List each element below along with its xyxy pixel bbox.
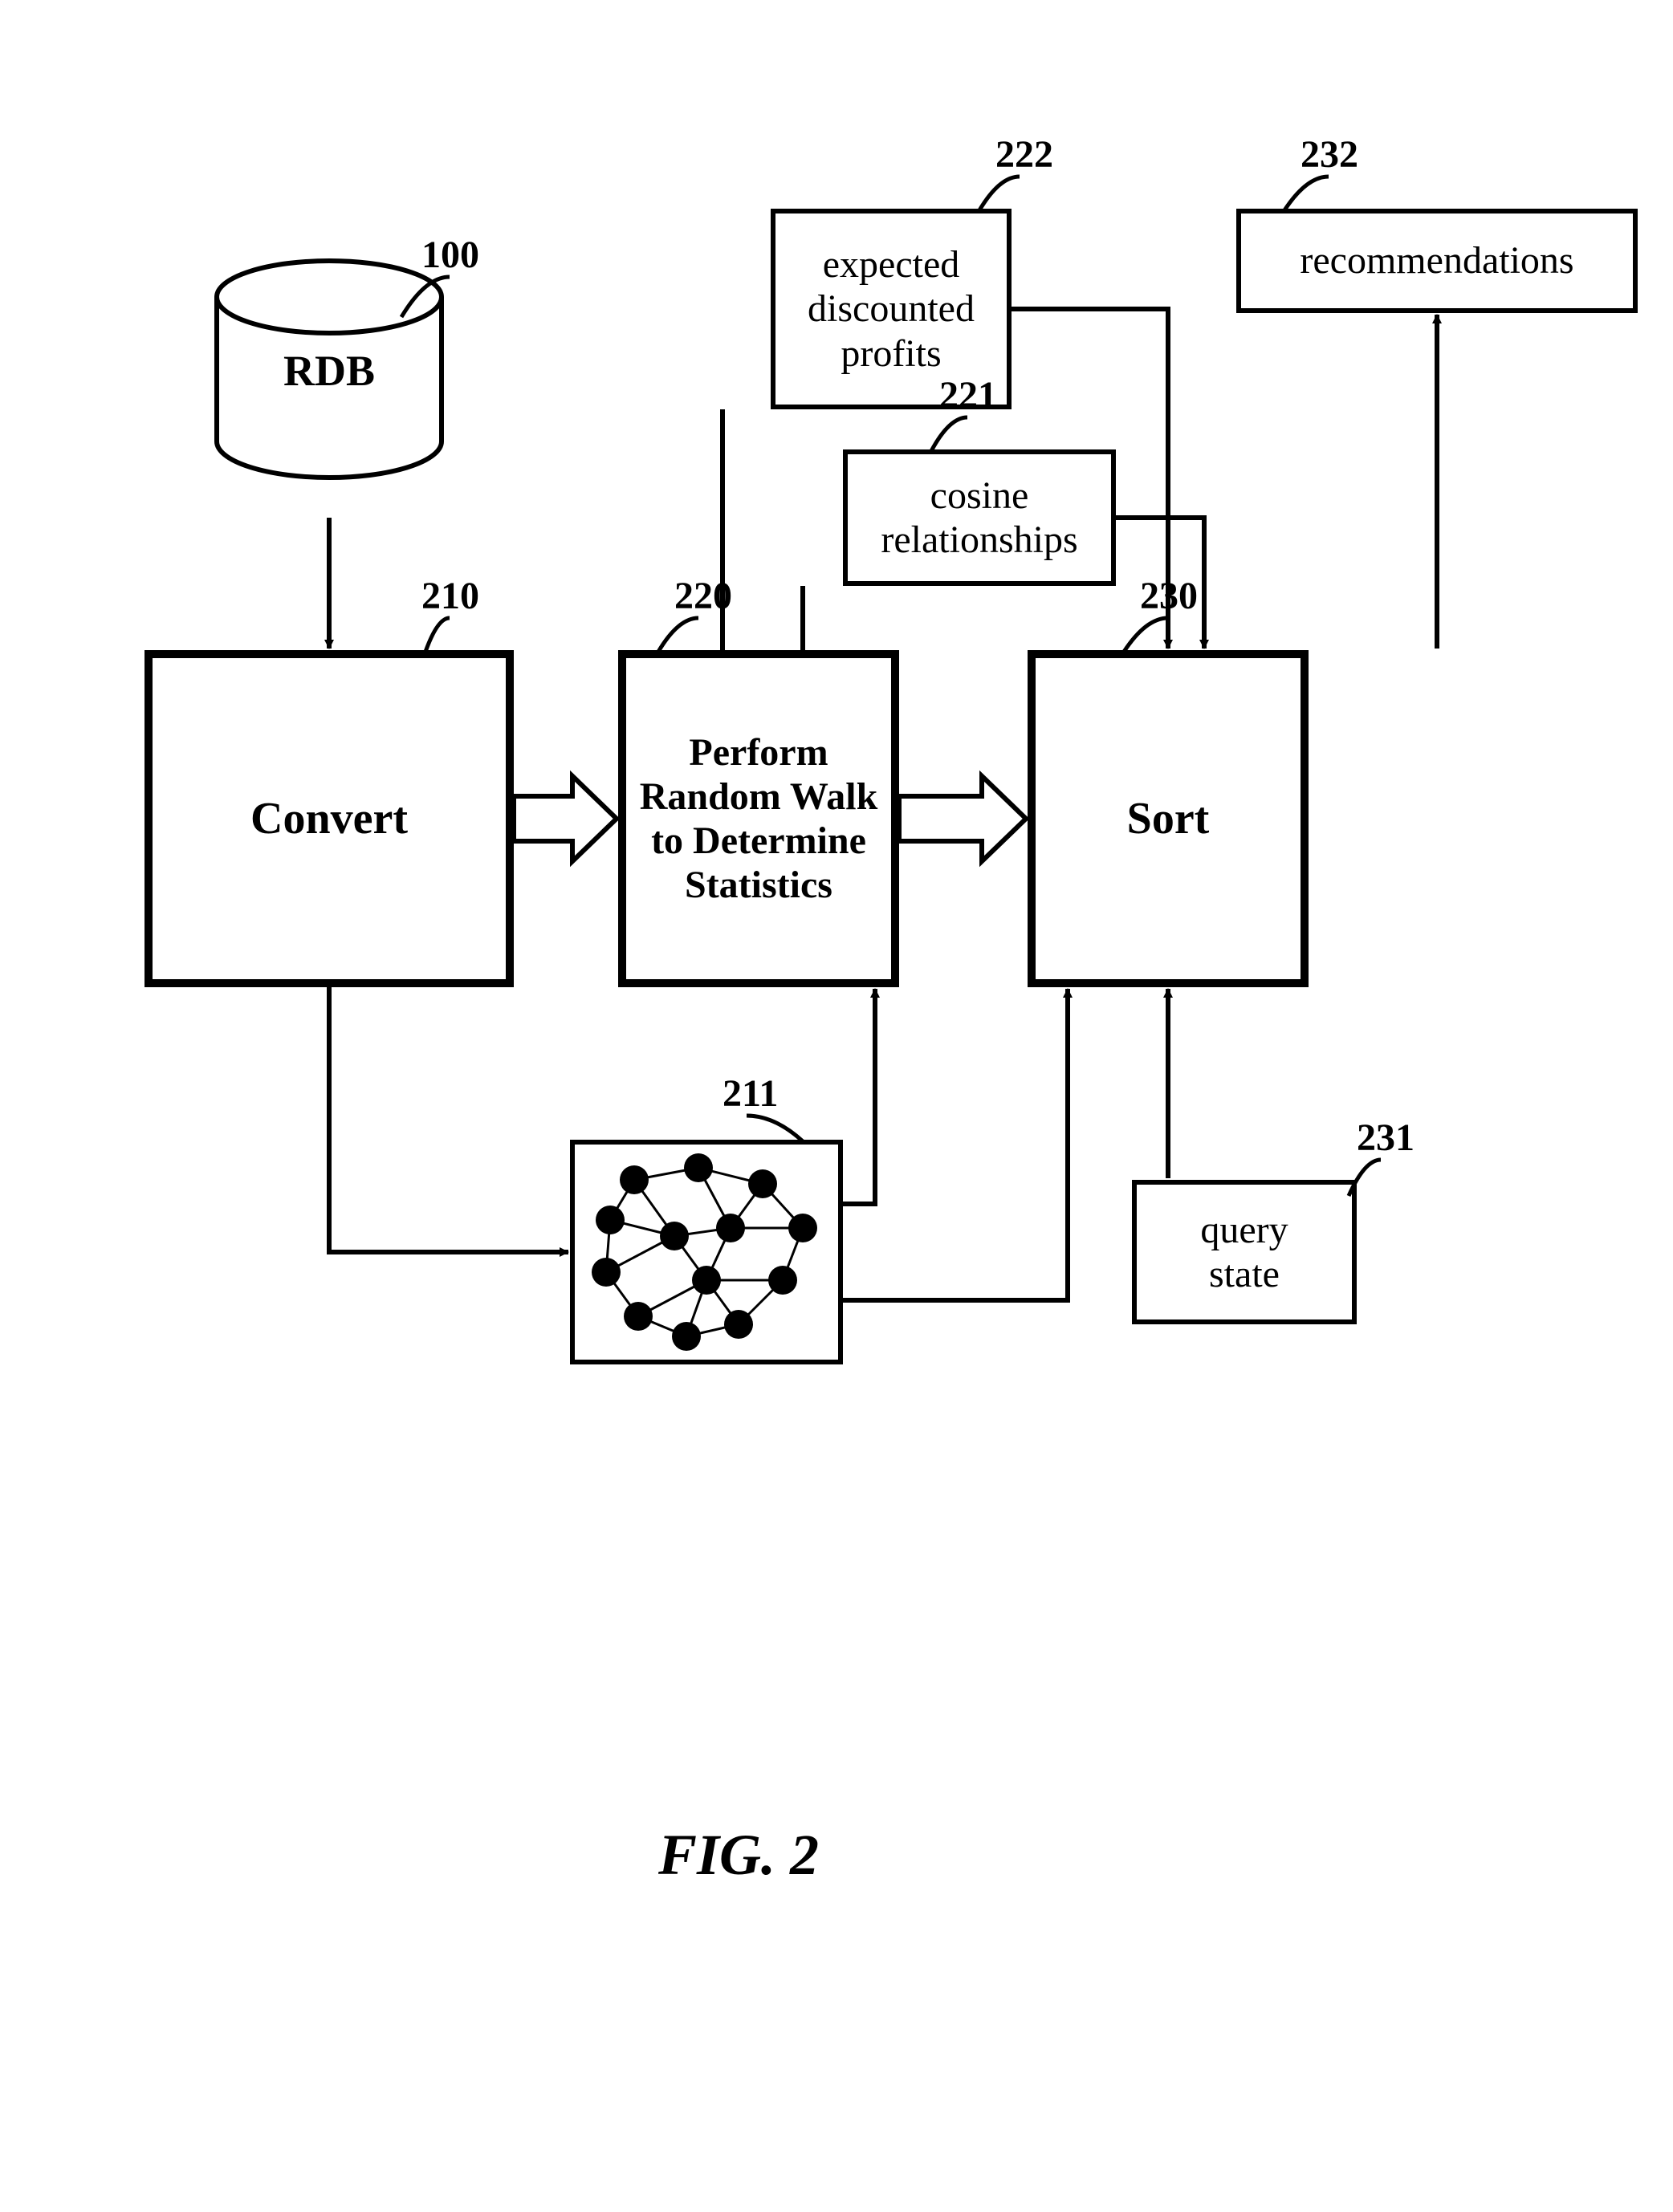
convert-box: Convert (145, 650, 514, 987)
label-230: 230 (1140, 574, 1198, 618)
label-220: 220 (674, 574, 732, 618)
recommend-label: recommendations (1300, 238, 1573, 283)
label-211: 211 (723, 1071, 778, 1116)
recommend-box: recommendations (1236, 209, 1638, 313)
label-232: 232 (1301, 132, 1358, 177)
label-100: 100 (421, 233, 479, 277)
cosine-box: cosinerelationships (843, 449, 1116, 586)
label-222: 222 (995, 132, 1053, 177)
query-box: querystate (1132, 1180, 1357, 1324)
label-210: 210 (421, 574, 479, 618)
graph-box (570, 1140, 843, 1364)
sort-label: Sort (1127, 793, 1210, 844)
label-221: 221 (939, 373, 997, 417)
figure-caption: FIG. 2 (658, 1822, 819, 1889)
label-231: 231 (1357, 1116, 1415, 1160)
randomwalk-box: PerformRandom Walkto DetermineStatistics (618, 650, 899, 987)
convert-label: Convert (250, 793, 408, 844)
svg-text:RDB: RDB (283, 347, 375, 395)
sort-box: Sort (1028, 650, 1309, 987)
